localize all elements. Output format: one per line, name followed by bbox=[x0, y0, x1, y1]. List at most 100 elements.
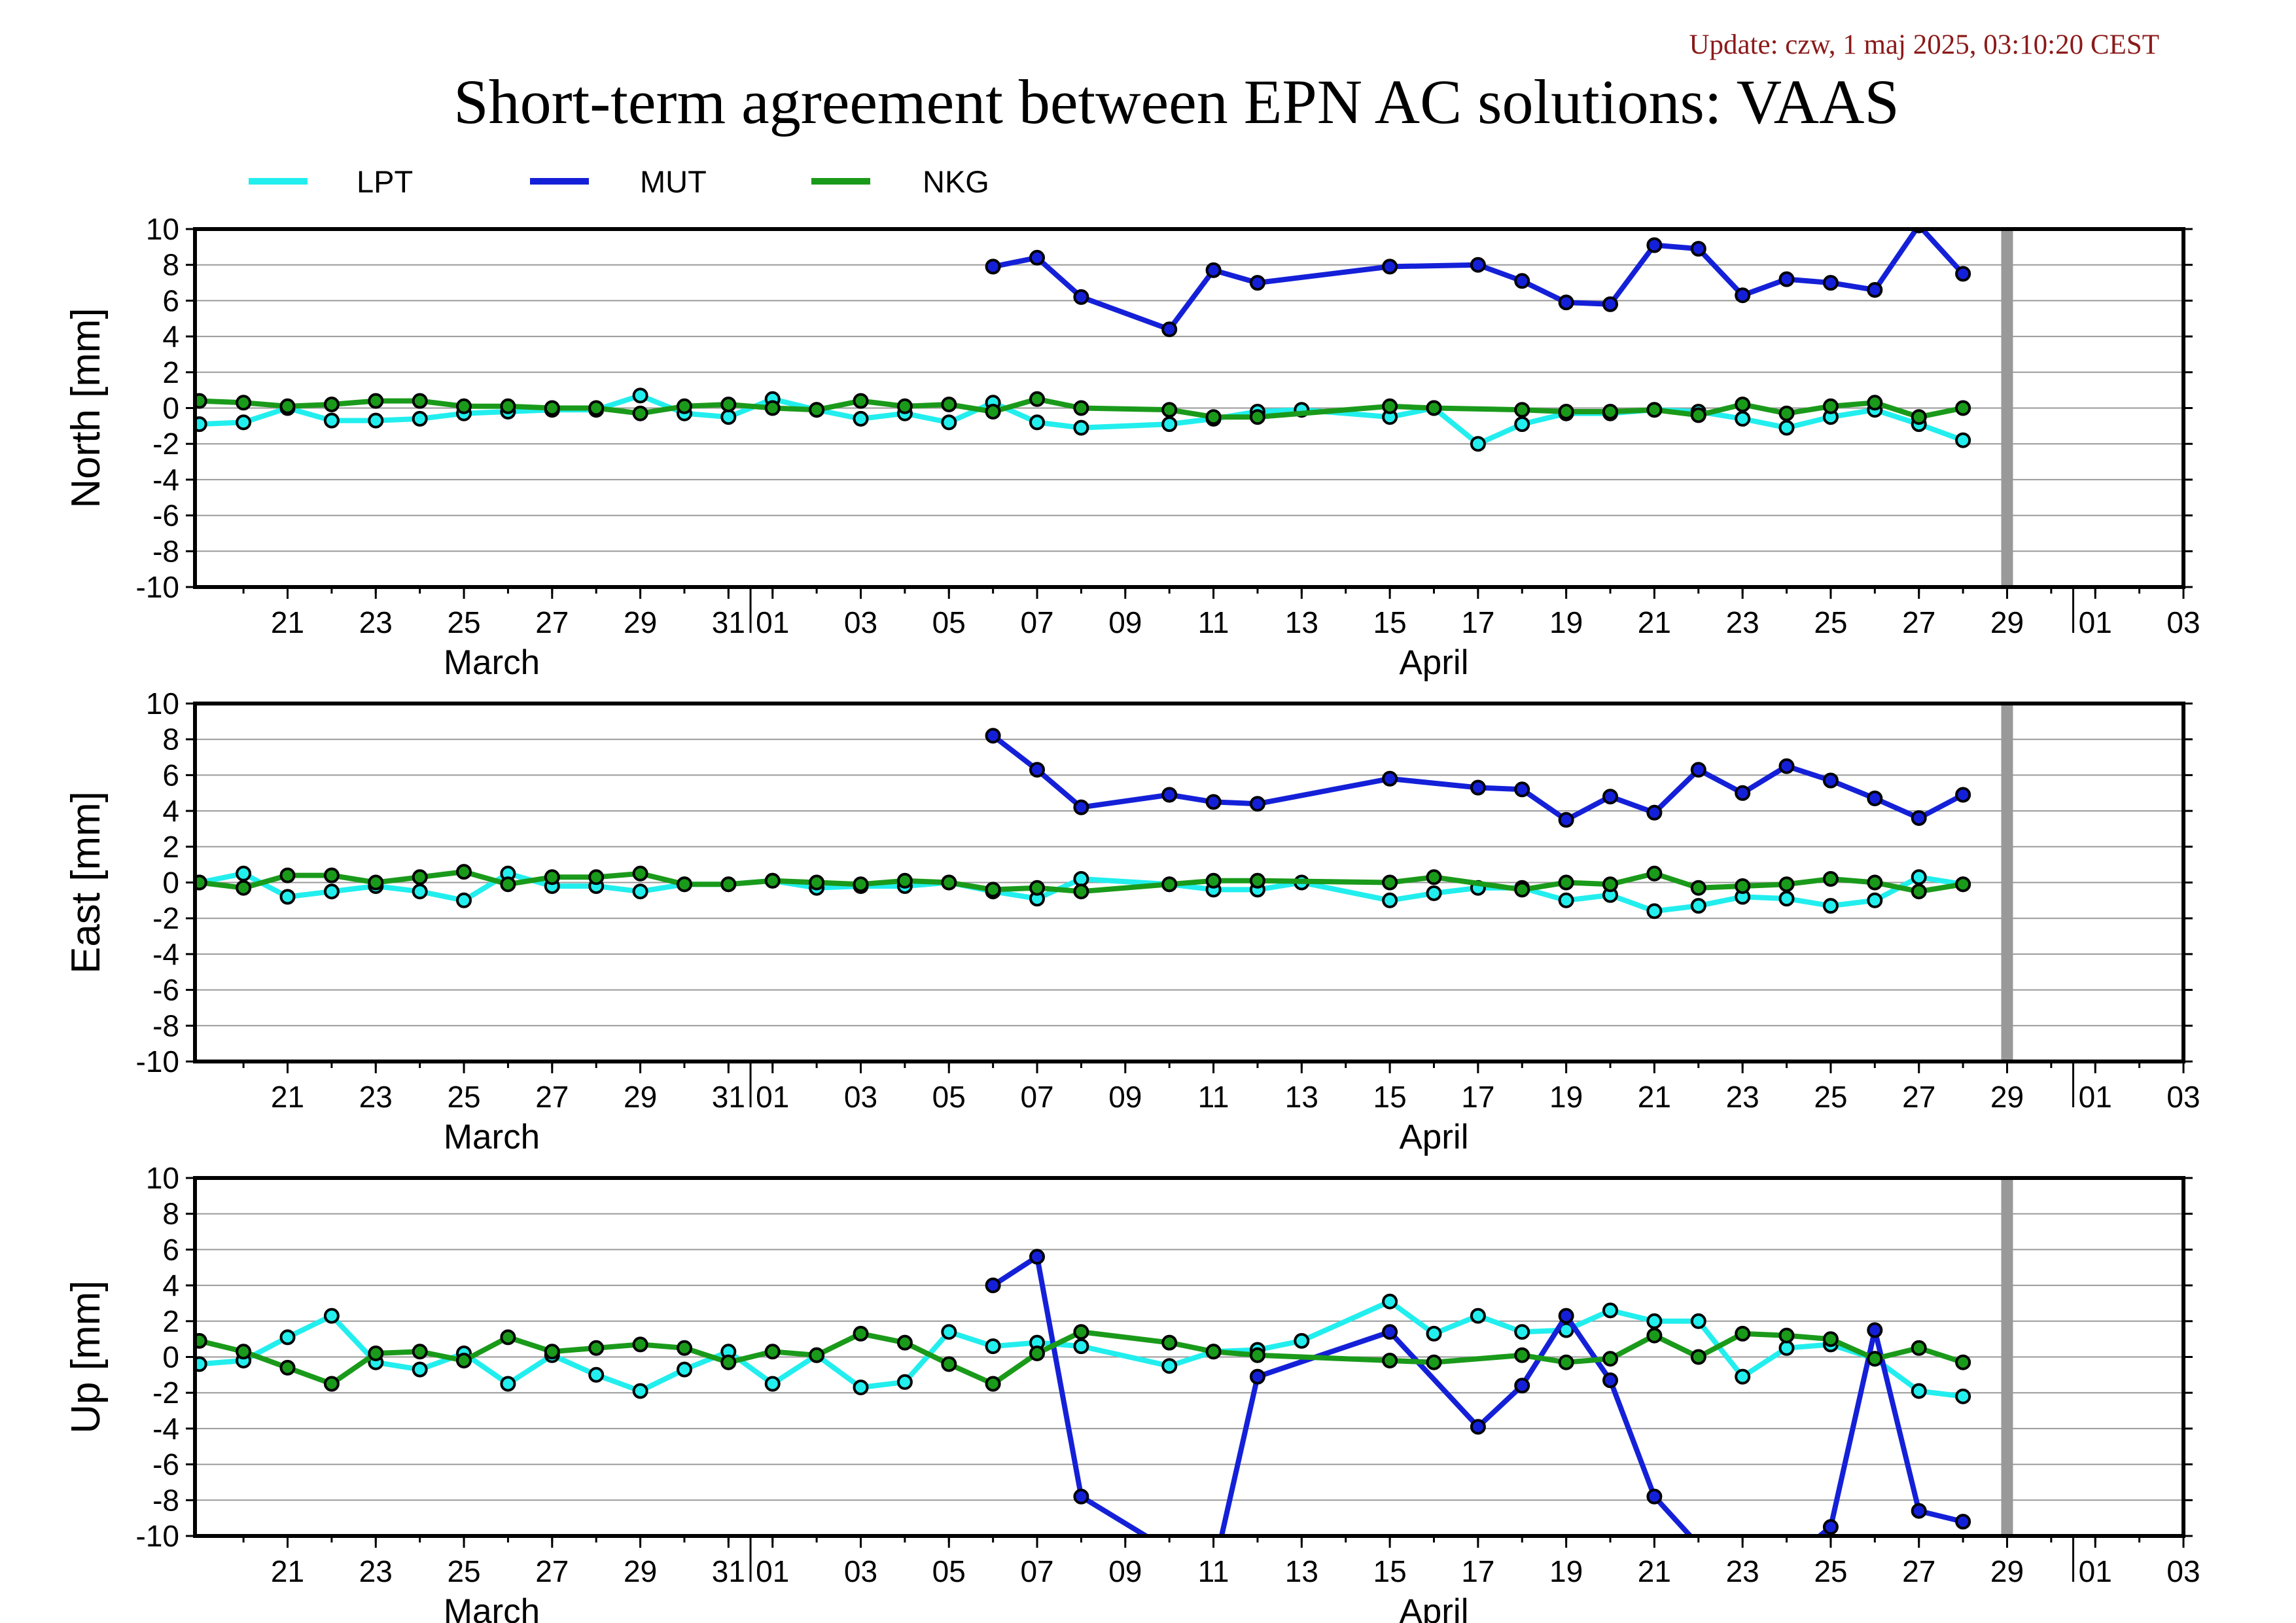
data-point-nkg bbox=[1029, 391, 1045, 407]
data-point-nkg bbox=[544, 869, 560, 885]
x-tick-label: 05 bbox=[932, 1554, 966, 1588]
x-tick-label: 27 bbox=[535, 1554, 569, 1588]
x-tick-label: 23 bbox=[1726, 605, 1759, 639]
data-point-nkg bbox=[1514, 882, 1530, 898]
data-point-nkg bbox=[1690, 1349, 1706, 1365]
data-point-lpt bbox=[941, 414, 957, 431]
data-point-mut bbox=[985, 1277, 1001, 1294]
data-point-nkg bbox=[1602, 876, 1618, 893]
data-point-nkg bbox=[941, 874, 957, 891]
data-point-lpt bbox=[1161, 416, 1178, 433]
data-point-lpt bbox=[1073, 1338, 1089, 1355]
data-point-lpt bbox=[456, 892, 472, 908]
legend-label-lpt: LPT bbox=[357, 164, 413, 199]
data-point-nkg bbox=[941, 1356, 957, 1372]
data-point-nkg bbox=[764, 400, 781, 416]
y-tick-label: 6 bbox=[162, 758, 179, 792]
x-tick-label: 25 bbox=[447, 605, 480, 639]
data-point-nkg bbox=[1911, 883, 1927, 900]
x-tick-label: 01 bbox=[756, 1554, 789, 1588]
x-tick-label: 23 bbox=[359, 1080, 393, 1114]
data-point-nkg bbox=[677, 876, 692, 893]
data-point-lpt bbox=[195, 1356, 207, 1372]
data-point-nkg bbox=[1205, 1344, 1222, 1360]
plot-frame bbox=[193, 227, 2185, 589]
x-tick-label: 01 bbox=[2079, 1554, 2112, 1588]
y-tick-label: -10 bbox=[136, 1519, 179, 1553]
x-tick-label: 27 bbox=[1902, 1080, 1935, 1114]
data-point-lpt bbox=[1382, 1293, 1398, 1310]
legend-item-lpt: LPT bbox=[249, 164, 413, 199]
data-point-lpt bbox=[1514, 416, 1530, 433]
data-point-nkg bbox=[1955, 400, 1971, 416]
data-point-nkg bbox=[809, 874, 825, 891]
y-tick-label: 0 bbox=[162, 391, 179, 425]
data-point-lpt bbox=[323, 412, 340, 429]
x-tick-label: 27 bbox=[1902, 1554, 1935, 1588]
y-tick-label: -8 bbox=[152, 1008, 179, 1043]
data-point-nkg bbox=[323, 867, 340, 883]
data-point-lpt bbox=[195, 416, 207, 433]
x-tick-label: 21 bbox=[271, 605, 304, 639]
data-point-lpt bbox=[323, 883, 340, 900]
data-point-nkg bbox=[412, 393, 428, 409]
data-point-lpt bbox=[1426, 1325, 1442, 1342]
data-point-nkg bbox=[236, 395, 252, 411]
x-tick-label: 21 bbox=[271, 1554, 304, 1588]
y-tick-label: 2 bbox=[162, 830, 179, 864]
x-tick-label: 17 bbox=[1461, 605, 1494, 639]
data-point-mut bbox=[1690, 762, 1706, 778]
data-point-nkg bbox=[236, 880, 252, 896]
data-point-nkg bbox=[323, 1376, 340, 1392]
data-point-lpt bbox=[1646, 1313, 1663, 1329]
y-tick-label: -2 bbox=[152, 427, 179, 461]
y-tick-label: -8 bbox=[152, 534, 179, 568]
data-point-nkg bbox=[1735, 878, 1751, 894]
data-point-nkg bbox=[632, 1336, 648, 1353]
month-label: March bbox=[444, 1118, 540, 1156]
x-tick-label: 27 bbox=[535, 605, 569, 639]
plot-frame bbox=[193, 1176, 2185, 1538]
x-tick-label: 31 bbox=[712, 1080, 745, 1114]
x-tick-label: 17 bbox=[1461, 1080, 1494, 1114]
x-tick-label: 29 bbox=[1990, 1080, 2024, 1114]
data-point-nkg bbox=[985, 404, 1001, 419]
data-point-nkg bbox=[368, 393, 384, 409]
x-tick-label: 03 bbox=[844, 1554, 877, 1588]
data-point-nkg bbox=[1778, 876, 1795, 893]
data-point-nkg bbox=[720, 876, 737, 893]
data-point-mut bbox=[1778, 271, 1795, 287]
data-point-nkg bbox=[1249, 872, 1265, 889]
data-point-nkg bbox=[1161, 1334, 1178, 1351]
data-point-nkg bbox=[1911, 1340, 1927, 1356]
data-point-nkg bbox=[1205, 409, 1222, 425]
data-point-mut bbox=[1602, 1372, 1618, 1389]
data-point-nkg bbox=[1073, 1324, 1089, 1340]
data-point-nkg bbox=[1735, 1325, 1751, 1342]
data-point-mut bbox=[1955, 1514, 1971, 1530]
plot-area bbox=[195, 1249, 1971, 1536]
data-point-lpt bbox=[1690, 898, 1706, 914]
data-point-lpt bbox=[985, 1338, 1001, 1355]
data-point-nkg bbox=[279, 1359, 296, 1376]
data-point-mut bbox=[1911, 810, 1927, 826]
data-point-nkg bbox=[632, 865, 648, 882]
data-point-nkg bbox=[1029, 1346, 1045, 1361]
data-point-lpt bbox=[1382, 892, 1398, 908]
data-point-lpt bbox=[1955, 1388, 1971, 1404]
x-tick-label: 27 bbox=[535, 1080, 569, 1114]
x-tick-label: 01 bbox=[756, 1080, 789, 1114]
x-tick-label: 09 bbox=[1108, 605, 1142, 639]
data-point-lpt bbox=[632, 387, 648, 404]
data-point-mut bbox=[1161, 321, 1178, 338]
series-line-mut bbox=[991, 1254, 1964, 1536]
x-tick-label: 13 bbox=[1285, 1080, 1318, 1114]
data-point-nkg bbox=[195, 393, 207, 409]
data-point-mut bbox=[1602, 296, 1618, 312]
x-tick-label: 07 bbox=[1020, 605, 1053, 639]
y-tick-label: 8 bbox=[162, 722, 179, 757]
data-point-nkg bbox=[368, 1346, 384, 1361]
y-tick-label: 10 bbox=[146, 1161, 179, 1195]
